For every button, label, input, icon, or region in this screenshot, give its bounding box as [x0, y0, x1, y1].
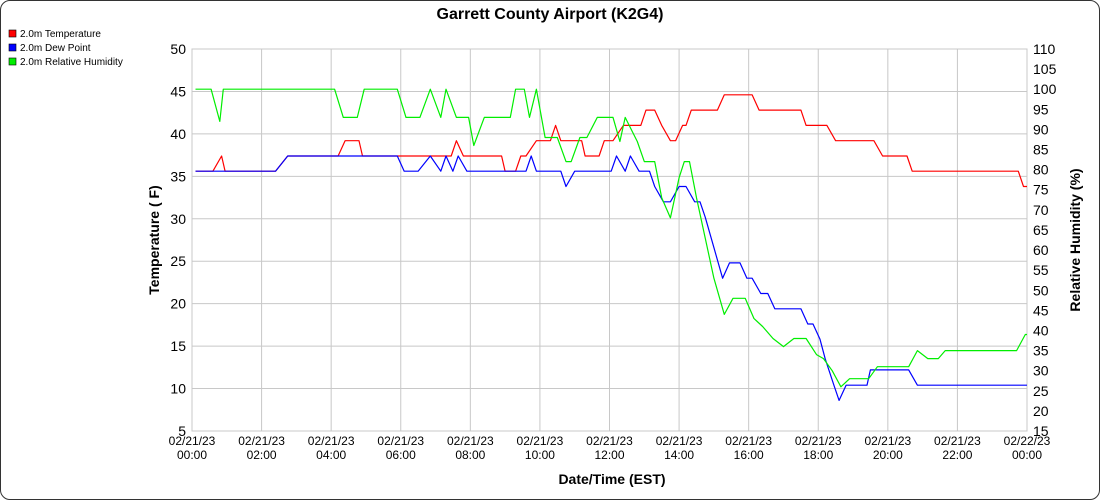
x-tick-time: 04:00: [316, 448, 346, 462]
y-right-tick-label: 110: [1033, 41, 1056, 57]
x-tick-time: 18:00: [803, 448, 833, 462]
x-tick-time: 06:00: [386, 448, 416, 462]
x-tick-time: 08:00: [455, 448, 485, 462]
legend-label: 2.0m Temperature: [20, 29, 101, 40]
y-right-tick-label: 35: [1033, 343, 1049, 359]
y-left-tick-label: 35: [170, 168, 186, 184]
y-right-tick-label: 45: [1033, 302, 1049, 318]
x-tick-date: 02/21/23: [238, 434, 285, 448]
y-left-tick-label: 30: [170, 211, 186, 227]
x-tick-time: 00:00: [177, 448, 207, 462]
x-tick-time: 02:00: [247, 448, 277, 462]
y-right-tick-label: 50: [1033, 282, 1049, 298]
y-right-tick-label: 70: [1033, 202, 1049, 218]
y-right-tick-label: 20: [1033, 403, 1049, 419]
x-tick-date: 02/21/23: [934, 434, 981, 448]
y-left-tick-label: 15: [170, 338, 186, 354]
x-tick-date: 02/21/23: [169, 434, 216, 448]
y-right-tick-label: 95: [1033, 101, 1049, 117]
series-line-2-0m-temperature: [195, 94, 1027, 188]
y-right-tick-label: 65: [1033, 222, 1049, 238]
x-tick-date: 02/21/23: [864, 434, 911, 448]
x-tick-date: 02/21/23: [586, 434, 633, 448]
x-axis-ticks: 02/21/2300:0002/21/2302:0002/21/2304:000…: [169, 434, 1051, 462]
legend-label: 2.0m Dew Point: [20, 43, 91, 54]
y-right-tick-label: 80: [1033, 162, 1049, 178]
y-right-tick-label: 75: [1033, 182, 1049, 198]
y-left-tick-label: 50: [170, 41, 186, 57]
legend: 2.0m Temperature 2.0m Dew Point 2.0m Relat…: [8, 29, 123, 68]
y-left-tick-label: 45: [170, 83, 186, 99]
x-tick-date: 02/21/23: [377, 434, 424, 448]
plot-area-border: [191, 48, 1028, 432]
y-left-tick-label: 25: [170, 253, 186, 269]
y-left-tick-label: 10: [170, 381, 186, 397]
y-left-tick-label: 40: [170, 126, 186, 142]
x-tick-time: 14:00: [664, 448, 694, 462]
x-tick-time: 12:00: [594, 448, 624, 462]
y-right-tick-label: 100: [1033, 81, 1057, 97]
x-tick-date: 02/21/23: [308, 434, 355, 448]
x-tick-time: 22:00: [942, 448, 972, 462]
legend-swatch: [8, 57, 17, 66]
x-tick-time: 16:00: [734, 448, 764, 462]
x-tick-date: 02/21/23: [447, 434, 494, 448]
series-line-2-0m-relative-humidity: [195, 88, 1027, 388]
x-tick-date: 02/21/23: [795, 434, 842, 448]
x-tick-date: 02/22/23: [1004, 434, 1051, 448]
y-axis-right-title: Relative Humidity (%): [1067, 168, 1083, 311]
y-axis-right-ticks: 15 20 25 30 35 40 45 50 55 60 65 70 75 80 85 90 95 100 105…: [1033, 41, 1057, 439]
y-right-tick-label: 60: [1033, 242, 1049, 258]
x-tick-date: 02/21/23: [725, 434, 772, 448]
x-tick-date: 02/21/23: [517, 434, 564, 448]
y-left-tick-label: 20: [170, 296, 186, 312]
y-right-tick-label: 15: [1033, 423, 1049, 439]
x-axis-title: Date/Time (EST): [558, 471, 665, 487]
y-right-tick-label: 105: [1033, 61, 1057, 77]
grid-lines: [191, 48, 1028, 432]
y-right-tick-label: 40: [1033, 322, 1049, 338]
y-right-tick-label: 85: [1033, 142, 1049, 158]
series-lines: [195, 88, 1027, 401]
legend-swatch: [8, 29, 17, 38]
x-tick-time: 00:00: [1012, 448, 1042, 462]
y-axis-left-ticks: 5 10 15 20 25 30 35 40 45 50: [170, 41, 186, 439]
y-right-tick-label: 90: [1033, 121, 1049, 137]
y-right-tick-label: 25: [1033, 383, 1049, 399]
y-axis-left-title: Temperature ( F): [146, 185, 162, 294]
chart-title: Garrett County Airport (K2G4): [437, 6, 664, 23]
y-right-tick-label: 30: [1033, 363, 1049, 379]
legend-label: 2.0m Relative Humidity: [20, 57, 123, 68]
y-right-tick-label: 55: [1033, 262, 1049, 278]
legend-swatch: [8, 43, 17, 52]
x-tick-time: 20:00: [873, 448, 903, 462]
x-tick-time: 10:00: [525, 448, 555, 462]
series-line-2-0m-dew-point: [195, 155, 1027, 401]
y-left-tick-label: 5: [178, 423, 186, 439]
x-tick-date: 02/21/23: [656, 434, 703, 448]
